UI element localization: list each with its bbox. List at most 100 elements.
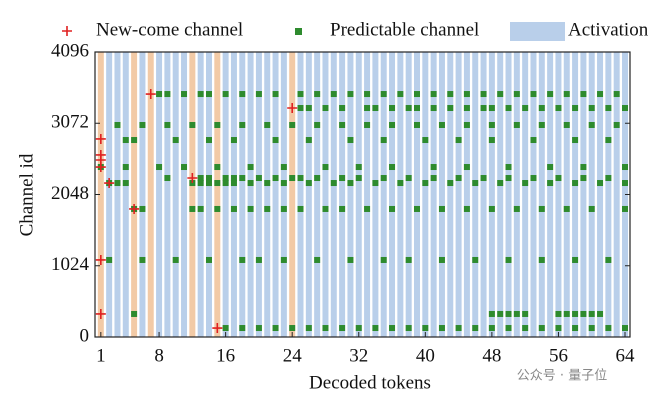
activation-column	[347, 52, 354, 337]
predictable-point	[397, 180, 404, 187]
predictable-point	[505, 310, 512, 317]
predictable-point	[580, 164, 587, 171]
predictable-point	[380, 256, 387, 263]
predictable-point	[189, 121, 196, 128]
predictable-point	[247, 180, 254, 187]
legend-marker	[62, 26, 72, 36]
predictable-point	[547, 180, 554, 187]
predictable-point	[380, 175, 387, 182]
activation-column	[530, 52, 537, 337]
predictable-point	[538, 105, 545, 112]
legend-label: Predictable channel	[330, 19, 479, 40]
predictable-point	[588, 205, 595, 212]
predictable-point	[430, 164, 437, 171]
predictable-point	[613, 121, 620, 128]
predictable-point	[613, 91, 620, 98]
activation-column	[447, 52, 454, 337]
predictable-point	[289, 175, 296, 182]
predictable-point	[488, 325, 495, 332]
predictable-point	[322, 325, 329, 332]
predictable-point	[588, 121, 595, 128]
predictable-point	[447, 180, 454, 187]
predictable-point	[505, 105, 512, 112]
activation-column	[181, 52, 188, 337]
y-axis-label: Channel id	[16, 153, 37, 236]
activation-column	[488, 52, 495, 337]
predictable-point	[205, 256, 212, 263]
predictable-point	[555, 105, 562, 112]
x-tick-label: 64	[616, 345, 636, 366]
y-tick-label: 3072	[51, 112, 89, 133]
activation-column	[497, 52, 504, 337]
predictable-point	[463, 121, 470, 128]
predictable-point	[497, 91, 504, 98]
predictable-point	[139, 205, 146, 212]
predictable-point	[488, 310, 495, 317]
predictable-point	[272, 137, 279, 144]
new-come-point	[187, 173, 198, 184]
predictable-point	[339, 325, 346, 332]
predictable-point	[172, 256, 179, 263]
activation-column	[563, 52, 570, 337]
activation-column	[314, 52, 321, 337]
activation-column	[330, 52, 337, 337]
predictable-point	[580, 175, 587, 182]
predictable-point	[247, 164, 254, 171]
predictable-point	[463, 164, 470, 171]
predictable-point	[597, 180, 604, 187]
predictable-point	[605, 256, 612, 263]
predictable-point	[239, 121, 246, 128]
predictable-point	[422, 325, 429, 332]
activation-column	[197, 52, 204, 337]
highlight-column	[214, 52, 221, 337]
predictable-point	[255, 325, 262, 332]
activation-column	[247, 52, 254, 337]
predictable-point	[438, 325, 445, 332]
predictable-point	[455, 325, 462, 332]
predictable-point	[522, 310, 529, 317]
predictable-point	[314, 121, 321, 128]
activation-column	[480, 52, 487, 337]
activation-column	[297, 52, 304, 337]
activation-column	[222, 52, 229, 337]
legend-marker	[295, 28, 302, 35]
predictable-point	[156, 164, 163, 171]
predictable-point	[580, 91, 587, 98]
predictable-point	[588, 105, 595, 112]
predictable-point	[563, 121, 570, 128]
predictable-point	[413, 105, 420, 112]
predictable-point	[588, 325, 595, 332]
predictable-point	[572, 325, 579, 332]
predictable-point	[513, 121, 520, 128]
predictable-point	[405, 105, 412, 112]
predictable-point	[114, 121, 121, 128]
predictable-point	[255, 91, 262, 98]
predictable-point	[339, 121, 346, 128]
activation-column	[272, 52, 279, 337]
predictable-point	[264, 205, 271, 212]
predictable-point	[222, 91, 229, 98]
predictable-point	[222, 325, 229, 332]
predictable-point	[322, 205, 329, 212]
predictable-point	[572, 256, 579, 263]
predictable-point	[322, 164, 329, 171]
activation-column	[355, 52, 362, 337]
activation-column	[397, 52, 404, 337]
predictable-point	[355, 325, 362, 332]
predictable-point	[538, 121, 545, 128]
predictable-point	[622, 180, 629, 187]
activation-column	[389, 52, 396, 337]
activation-column	[572, 52, 579, 337]
predictable-point	[455, 175, 462, 182]
predictable-point	[530, 91, 537, 98]
highlight-column	[147, 52, 154, 337]
predictable-point	[497, 310, 504, 317]
predictable-point	[472, 325, 479, 332]
predictable-point	[164, 175, 171, 182]
predictable-point	[555, 325, 562, 332]
predictable-point	[272, 175, 279, 182]
predictable-point	[622, 205, 629, 212]
predictable-point	[488, 121, 495, 128]
predictable-point	[122, 180, 129, 187]
